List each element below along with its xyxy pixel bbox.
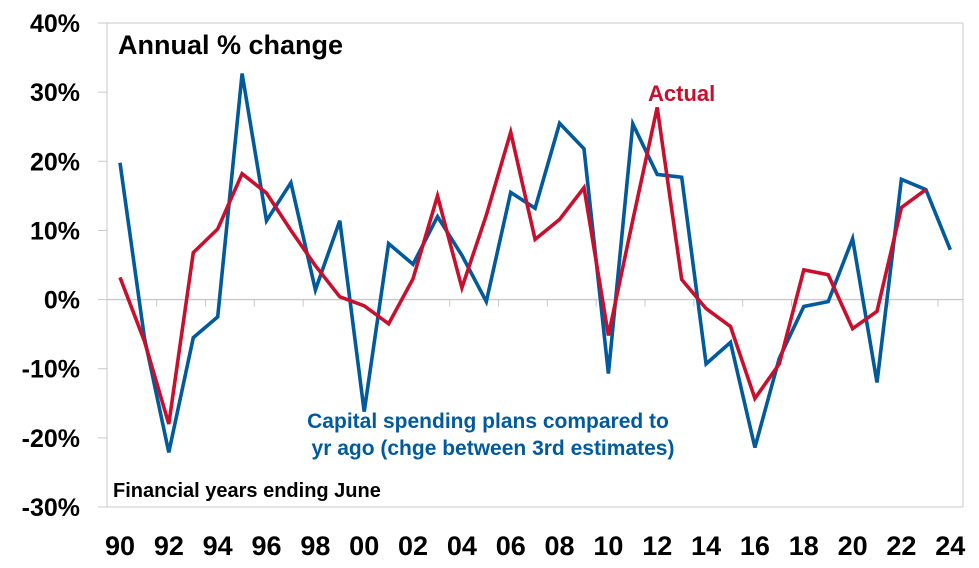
x-tick-label: 10 [593, 531, 623, 561]
x-tick-label: 08 [545, 531, 575, 561]
legend-label-plans-line1: Capital spending plans compared to [307, 410, 669, 433]
x-tick-label: 90 [105, 531, 135, 561]
x-tick-label: 92 [154, 531, 184, 561]
x-tick-label: 16 [740, 531, 770, 561]
x-tick-label: 14 [691, 531, 721, 561]
legend-label-actual: Actual [648, 81, 715, 106]
x-axis-tick-labels: 90 92 94 96 98 00 02 04 06 08 10 12 14 16 18 20 22 24 [105, 531, 965, 561]
series-lines [120, 73, 950, 452]
x-axis-label: Financial years ending June [113, 480, 381, 502]
chart-title: Annual % change [118, 30, 343, 60]
series-line-capex-plans [120, 74, 950, 453]
x-tick-label: 12 [642, 531, 672, 561]
y-tick-label: 0% [44, 287, 80, 315]
y-tick-label: 20% [30, 148, 80, 176]
y-axis-tick-labels: -30% -20% -10% 0% 10% 20% 30% 40% [22, 10, 80, 522]
axes [98, 23, 963, 507]
y-tick-label: -10% [22, 356, 80, 384]
x-tick-label: 22 [886, 531, 916, 561]
y-tick-label: 30% [30, 79, 80, 107]
y-tick-label: 40% [30, 10, 80, 38]
x-tick-label: 04 [447, 531, 477, 561]
y-tick-label: 10% [30, 217, 80, 245]
y-tick-label: -20% [22, 425, 80, 453]
x-tick-label: 02 [398, 531, 428, 561]
x-tick-label: 06 [496, 531, 526, 561]
series-line-actual [120, 107, 926, 424]
x-tick-label: 20 [838, 531, 868, 561]
legend-label-plans-line2: yr ago (chge between 3rd estimates) [312, 437, 675, 460]
y-tick-label: -30% [22, 494, 80, 522]
x-tick-label: 96 [251, 531, 281, 561]
x-tick-label: 98 [300, 531, 330, 561]
x-tick-label: 24 [935, 531, 965, 561]
x-tick-label: 18 [789, 531, 819, 561]
x-tick-label: 94 [203, 531, 233, 561]
x-tick-label: 00 [349, 531, 379, 561]
